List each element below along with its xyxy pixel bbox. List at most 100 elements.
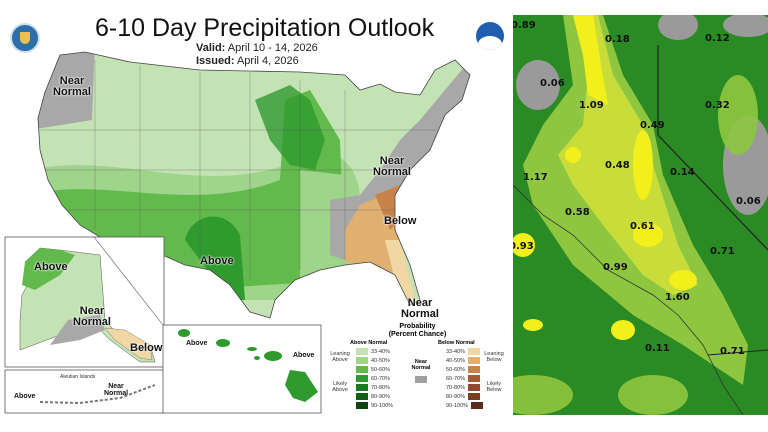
legend-swatch (356, 384, 368, 391)
precip-value-label: 0.49 (640, 120, 665, 131)
legend-row-above: 90-100% (356, 402, 393, 409)
legend-range: 60-70% (446, 375, 465, 382)
legend-swatch (356, 366, 368, 373)
legend-range: 40-50% (371, 357, 390, 364)
precip-value-label: 1.17 (523, 172, 548, 183)
precip-totals-map: 0.89 0.18 0.12 0.06 1.09 0.32 0.49 0.48 0.14 1.17… (513, 15, 768, 415)
precip-value-label: 0.14 (670, 167, 695, 178)
legend-row-above: 80-90% (356, 393, 390, 400)
legend-row-above: 40-50% (356, 357, 390, 364)
doc-seal-icon (10, 23, 40, 53)
precip-value-label: 0.89 (513, 20, 536, 31)
legend-near-normal: Near Normal (411, 359, 431, 371)
legend-likely-below: Likely Below (486, 381, 502, 393)
legend-row-above: 33-40% (356, 348, 390, 355)
issued-value: April 4, 2026 (236, 55, 299, 67)
label-florida-near-normal: Near Normal (401, 297, 439, 320)
precip-value-label: 0.93 (513, 241, 534, 252)
legend-below-header: Below Normal (438, 340, 475, 346)
legend-above-header: Above Normal (350, 340, 388, 346)
label-aleutian-islands: Aleutian Islands (60, 374, 96, 380)
us-outlook-map (4, 51, 471, 414)
issued-date: Issued: April 4, 2026 (196, 55, 299, 67)
label-hawaii-above-1: Above (186, 340, 208, 347)
valid-value: April 10 - 14, 2026 (227, 42, 318, 54)
legend-swatch (467, 357, 480, 364)
legend-range: 80-90% (371, 393, 390, 400)
legend-swatch (467, 393, 480, 400)
label-alaska-above: Above (34, 261, 68, 273)
precip-value-label: 0.58 (565, 207, 590, 218)
precip-value-label: 1.60 (665, 292, 690, 303)
label-nw-near-normal: Near Normal (53, 75, 91, 98)
legend-row-above: 70-80% (356, 384, 390, 391)
issued-label: Issued: (196, 55, 235, 67)
precip-value-label: 0.99 (603, 262, 628, 273)
label-hawaii-above-2: Above (293, 352, 315, 359)
legend-swatch (356, 348, 368, 355)
legend-row-below: 90-100% (446, 402, 484, 409)
legend-swatch (356, 357, 368, 364)
page-title: 6-10 Day Precipitation Outlook (95, 14, 435, 42)
legend-swatch (356, 402, 368, 409)
label-southeast-below: Below (384, 215, 417, 227)
legend-range: 70-80% (371, 384, 390, 391)
aleutian-inset (4, 369, 165, 414)
precip-value-label: 0.61 (630, 221, 655, 232)
legend-range: 50-60% (446, 366, 465, 373)
precip-value-label: 0.48 (605, 160, 630, 171)
legend-row-below: 33-40% (446, 348, 480, 355)
legend-swatch (356, 393, 368, 400)
legend-row-above: 60-70% (356, 375, 390, 382)
precip-contour-field (513, 15, 768, 415)
legend-range: 33-40% (446, 348, 465, 355)
legend-row-above: 50-60% (356, 366, 390, 373)
legend-range: 90-100% (446, 402, 469, 409)
legend-likely-above: Likely Above (332, 381, 348, 393)
legend-range: 33-40% (371, 348, 390, 355)
legend-leaning-above: Leaning Above (330, 351, 350, 363)
precip-value-label: 1.09 (579, 100, 604, 111)
legend-range: 40-50% (446, 357, 465, 364)
legend-row-below: 70-80% (446, 384, 480, 391)
legend-swatch (467, 384, 480, 391)
legend-range: 90-100% (371, 402, 394, 409)
legend-near-swatch (415, 376, 427, 383)
label-aleutian-near-normal: Near Normal (104, 383, 129, 397)
label-aleutian-above: Above (14, 393, 36, 400)
hawaii-inset (162, 324, 322, 414)
legend-row-below: 50-60% (446, 366, 480, 373)
legend-leaning-below: Leaning Below (484, 351, 504, 363)
legend-row-below: 60-70% (446, 375, 480, 382)
label-mid-atlantic-near-normal: Near Normal (373, 155, 411, 178)
precip-value-label: 0.32 (705, 100, 730, 111)
legend-swatch (467, 366, 480, 373)
legend-subtitle: (Percent Chance) (388, 331, 447, 338)
precipitation-outlook-panel: 6-10 Day Precipitation Outlook Valid: Ap… (4, 14, 505, 414)
label-alaska-below: Below (130, 342, 163, 354)
precip-value-label: 0.71 (710, 246, 735, 257)
label-texas-above: Above (200, 255, 234, 267)
legend-range: 80-90% (446, 393, 465, 400)
legend-swatch (467, 375, 480, 382)
valid-label: Valid: (196, 42, 226, 54)
precip-value-label: 0.71 (720, 346, 745, 357)
valid-dates: Valid: April 10 - 14, 2026 (196, 42, 318, 54)
legend-range: 60-70% (371, 375, 390, 382)
precip-value-label: 0.12 (705, 33, 730, 44)
precip-value-label: 0.18 (605, 34, 630, 45)
legend-swatch (471, 402, 484, 409)
legend-range: 50-60% (371, 366, 390, 373)
legend-title: Probability (399, 323, 436, 330)
legend-row-below: 80-90% (446, 393, 480, 400)
precip-value-label: 0.11 (645, 343, 670, 354)
legend-row-below: 40-50% (446, 357, 480, 364)
label-alaska-near-normal: Near Normal (73, 305, 111, 328)
legend: Probability (Percent Chance) Above Norma… (330, 323, 505, 409)
precip-value-label: 0.06 (736, 196, 761, 207)
legend-range: 70-80% (446, 384, 465, 391)
legend-swatch (467, 348, 480, 355)
legend-swatch (356, 375, 368, 382)
noaa-logo-icon (476, 22, 504, 50)
precip-value-label: 0.06 (540, 78, 565, 89)
